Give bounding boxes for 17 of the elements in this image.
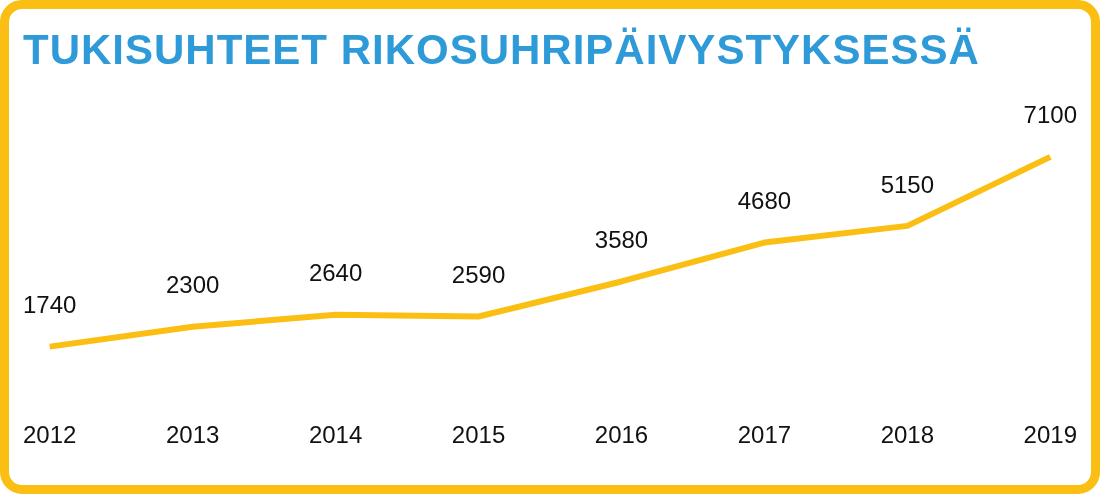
chart-title: TUKISUHTEET RIKOSUHRIPÄIVYSTYKSESSÄ [22,25,981,75]
data-label: 5150 [880,170,935,198]
data-label: 2640 [308,259,363,287]
x-tick-label: 2019 [1023,421,1077,449]
data-label: 7100 [1023,101,1077,129]
data-label: 2590 [451,261,506,289]
data-label: 3580 [594,226,649,254]
data-label: 1740 [23,291,77,319]
x-tick-label: 2016 [594,421,649,449]
x-tick-label: 2013 [165,421,220,449]
x-tick-label: 2017 [737,421,792,449]
x-tick-label: 2015 [451,421,506,449]
x-tick-label: 2018 [880,421,935,449]
data-label: 4680 [737,187,792,215]
data-label: 2300 [165,271,220,299]
x-tick-label: 2014 [308,421,363,449]
x-tick-label: 2012 [23,421,77,449]
